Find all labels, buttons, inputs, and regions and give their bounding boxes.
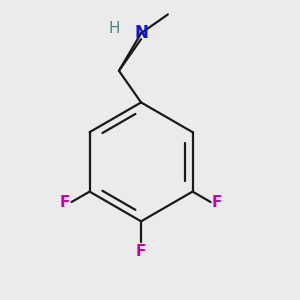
Text: N: N [134, 24, 148, 42]
Text: F: F [212, 194, 222, 209]
Text: F: F [60, 194, 70, 209]
Text: F: F [136, 244, 146, 259]
Text: H: H [109, 21, 120, 36]
